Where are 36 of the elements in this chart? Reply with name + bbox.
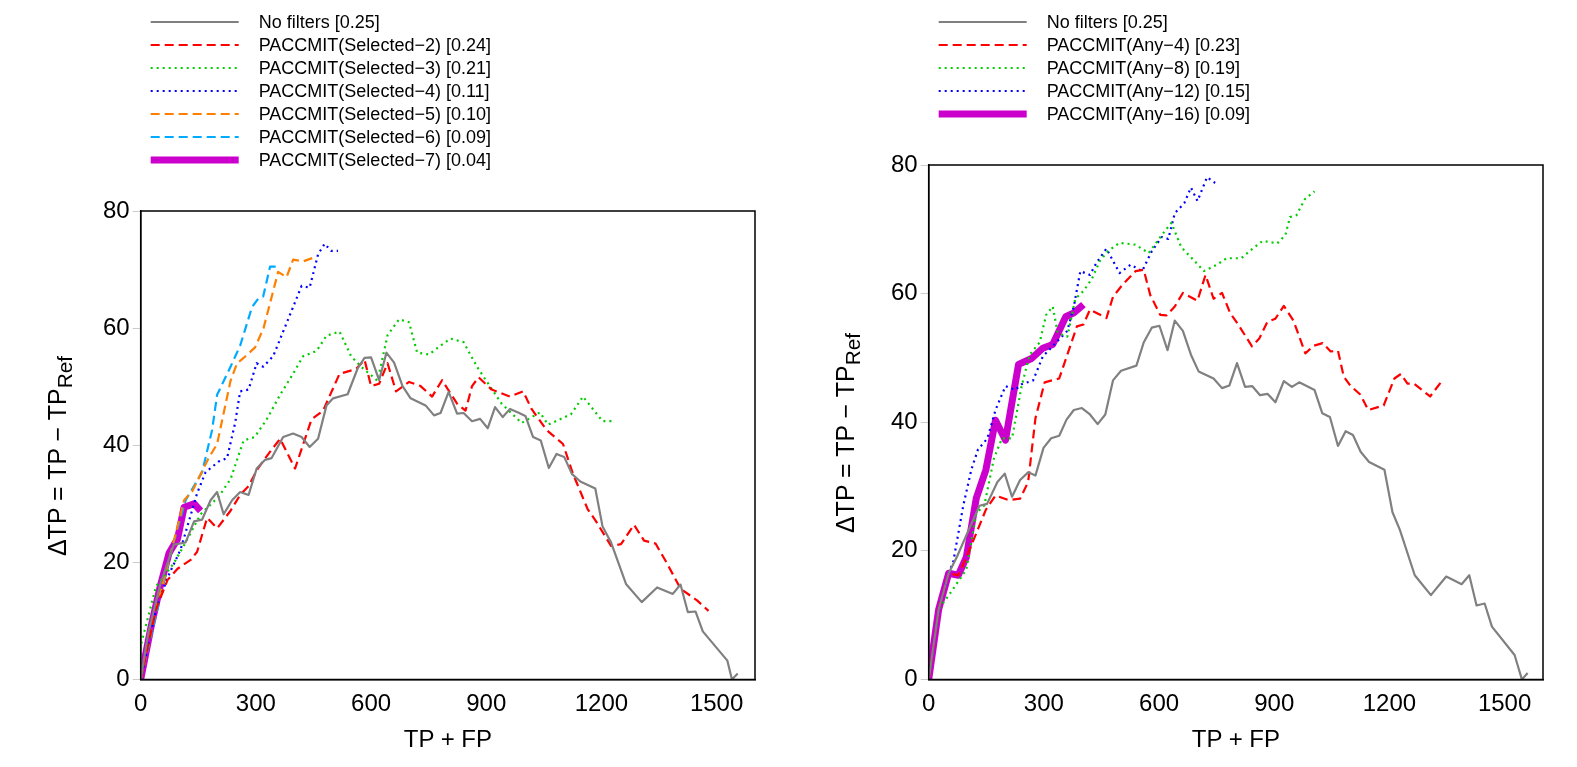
legend-label: PACCMIT(Selected−7) [0.04]: [258, 149, 491, 170]
y-tick-label: 80: [890, 149, 918, 177]
x-axis-title: TP + FP: [403, 725, 492, 753]
x-tick-label: 900: [466, 689, 507, 717]
x-tick-label: 1500: [1477, 689, 1532, 717]
x-tick-label: 1200: [1362, 689, 1417, 717]
legend-label: PACCMIT(Selected−4) [0.11]: [258, 80, 490, 101]
y-tick-label: 40: [102, 429, 130, 457]
legend-label: PACCMIT(Any−8) [0.19]: [1046, 57, 1240, 78]
x-tick-label: 300: [235, 689, 276, 717]
x-tick-label: 600: [1139, 689, 1180, 717]
legend-label: No filters [0.25]: [1046, 11, 1168, 32]
x-tick-label: 600: [351, 689, 392, 717]
y-tick-label: 40: [890, 406, 918, 434]
y-tick-label: 0: [116, 664, 130, 692]
x-tick-label: 1200: [574, 689, 629, 717]
legend-label: PACCMIT(Any−16) [0.09]: [1046, 103, 1250, 124]
y-tick-label: 60: [890, 278, 918, 306]
legend-label: No filters [0.25]: [258, 11, 380, 32]
x-tick-label: 1500: [689, 689, 744, 717]
legend-label: PACCMIT(Selected−6) [0.09]: [258, 126, 491, 147]
x-tick-label: 900: [1254, 689, 1295, 717]
y-tick-label: 80: [102, 195, 130, 223]
legend-label: PACCMIT(Selected−5) [0.10]: [258, 103, 491, 124]
legend-label: PACCMIT(Any−4) [0.23]: [1046, 34, 1240, 55]
x-tick-label: 0: [922, 689, 936, 717]
y-tick-label: 60: [102, 312, 130, 340]
legend-label: PACCMIT(Any−12) [0.15]: [1046, 80, 1250, 101]
y-tick-label: 20: [890, 535, 918, 563]
x-tick-label: 0: [134, 689, 148, 717]
legend-label: PACCMIT(Selected−3) [0.21]: [258, 57, 491, 78]
y-tick-label: 0: [904, 664, 918, 692]
x-axis-title: TP + FP: [1191, 725, 1280, 753]
y-tick-label: 20: [102, 546, 130, 574]
legend-label: PACCMIT(Selected−2) [0.24]: [258, 34, 491, 55]
x-tick-label: 300: [1023, 689, 1064, 717]
